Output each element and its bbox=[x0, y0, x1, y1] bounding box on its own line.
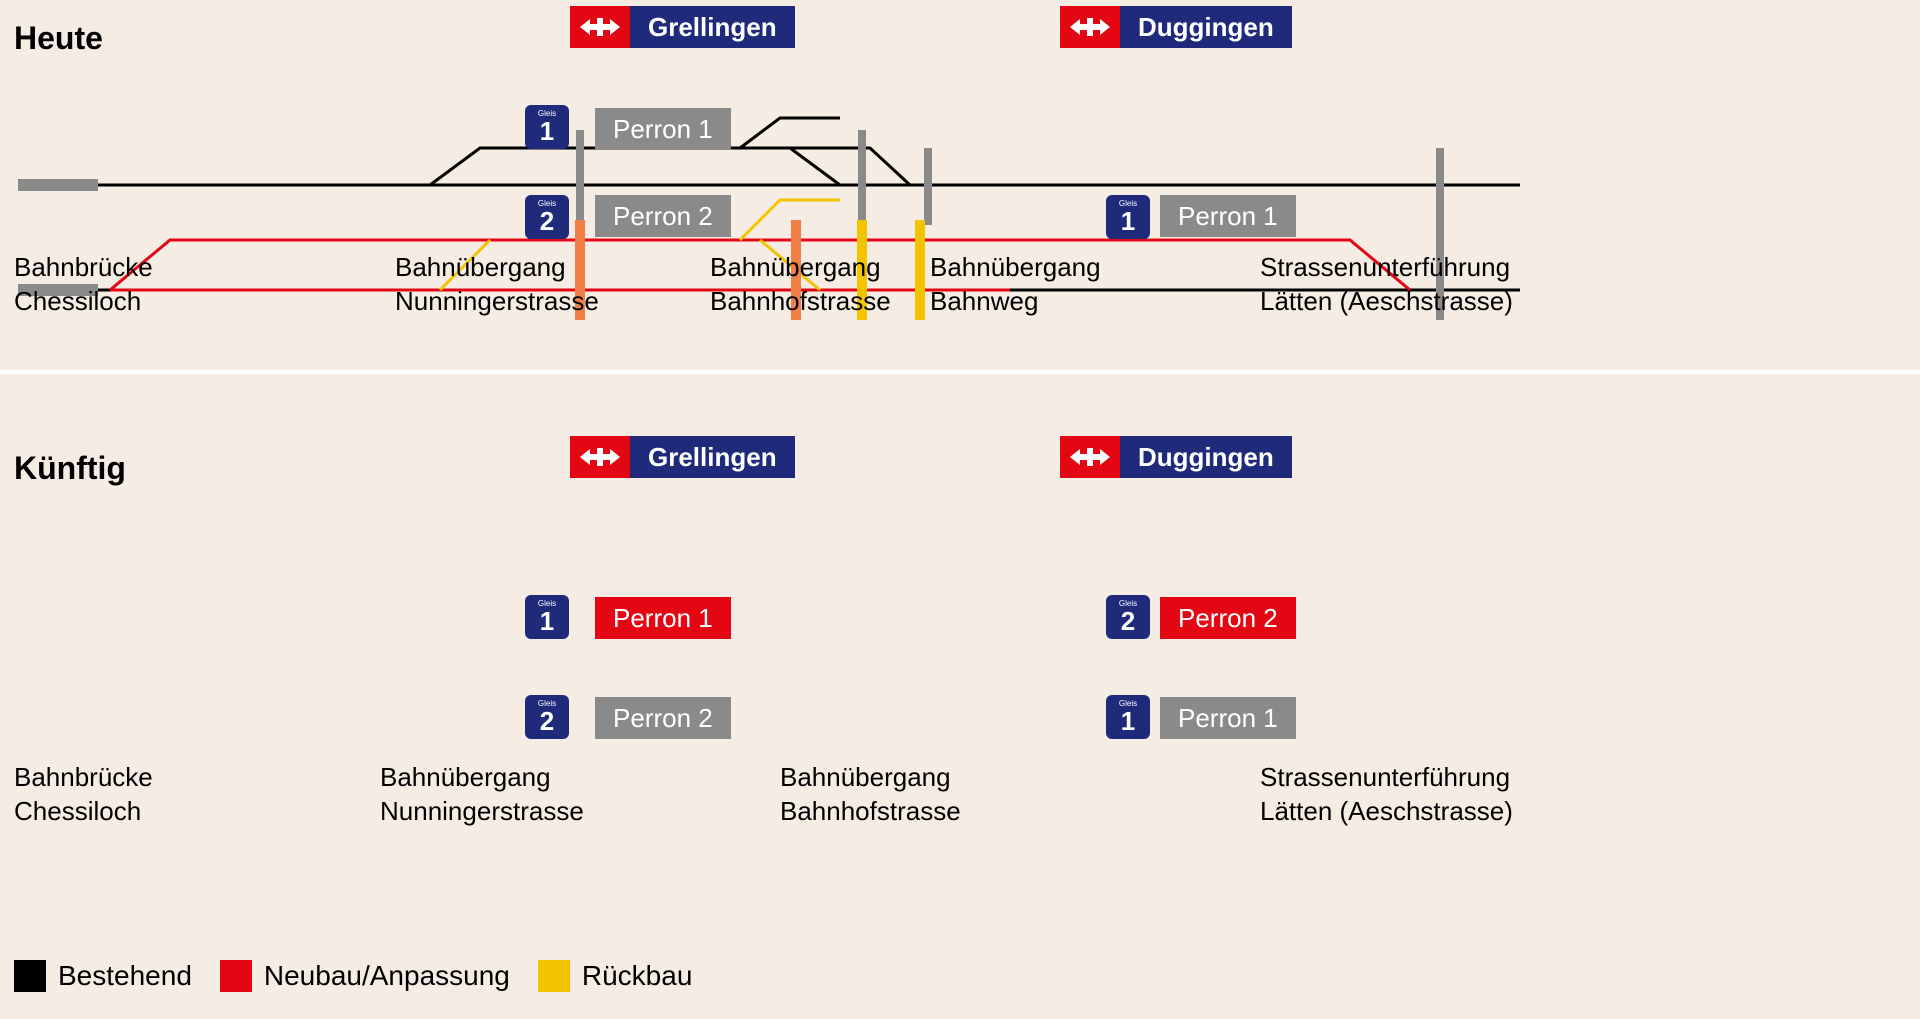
legend: Bestehend Neubau/Anpassung Rückbau bbox=[14, 960, 692, 992]
sbb-logo-icon bbox=[570, 436, 630, 478]
perron-label: Perron 2 bbox=[1160, 597, 1296, 639]
crossing-label: BahnübergangNunningerstrasse bbox=[380, 760, 584, 828]
station-duggingen-future: Duggingen bbox=[1060, 436, 1292, 478]
station-name: Duggingen bbox=[1120, 6, 1292, 48]
crossing-label: BahnübergangBahnhofstrasse bbox=[780, 760, 961, 828]
track-badge: Gleis2 bbox=[525, 195, 569, 239]
station-name: Grellingen bbox=[630, 436, 795, 478]
perron-label: Perron 1 bbox=[1160, 697, 1296, 739]
crossing-label: StrassenunterführungLätten (Aeschstrasse… bbox=[1260, 250, 1513, 318]
perron-label: Perron 2 bbox=[595, 697, 731, 739]
perron-label: Perron 1 bbox=[595, 108, 731, 150]
track-badge: Gleis2 bbox=[1106, 595, 1150, 639]
track-badge: Gleis1 bbox=[1106, 195, 1150, 239]
crossing-label: StrassenunterführungLätten (Aeschstrasse… bbox=[1260, 760, 1513, 828]
sbb-logo-icon bbox=[1060, 6, 1120, 48]
crossing-label: BahnbrückeChessiloch bbox=[14, 760, 153, 828]
perron-label: Perron 1 bbox=[1160, 195, 1296, 237]
perron-label: Perron 1 bbox=[595, 597, 731, 639]
station-name: Duggingen bbox=[1120, 436, 1292, 478]
crossing-label: BahnübergangBahnweg bbox=[930, 250, 1101, 318]
track-badge: Gleis1 bbox=[1106, 695, 1150, 739]
perron-label: Perron 2 bbox=[595, 195, 731, 237]
station-grellingen-today: Grellingen bbox=[570, 6, 795, 48]
station-duggingen-today: Duggingen bbox=[1060, 6, 1292, 48]
track-badge: Gleis1 bbox=[525, 105, 569, 149]
legend-item: Rückbau bbox=[538, 960, 693, 992]
station-name: Grellingen bbox=[630, 6, 795, 48]
sbb-logo-icon bbox=[1060, 436, 1120, 478]
crossing-label: BahnübergangBahnhofstrasse bbox=[710, 250, 891, 318]
station-grellingen-future: Grellingen bbox=[570, 436, 795, 478]
legend-item: Neubau/Anpassung bbox=[220, 960, 510, 992]
track-badge: Gleis2 bbox=[525, 695, 569, 739]
crossing-label: BahnübergangNunningerstrasse bbox=[395, 250, 599, 318]
legend-item: Bestehend bbox=[14, 960, 192, 992]
crossing-label: BahnbrückeChessiloch bbox=[14, 250, 153, 318]
sbb-logo-icon bbox=[570, 6, 630, 48]
track-badge: Gleis1 bbox=[525, 595, 569, 639]
